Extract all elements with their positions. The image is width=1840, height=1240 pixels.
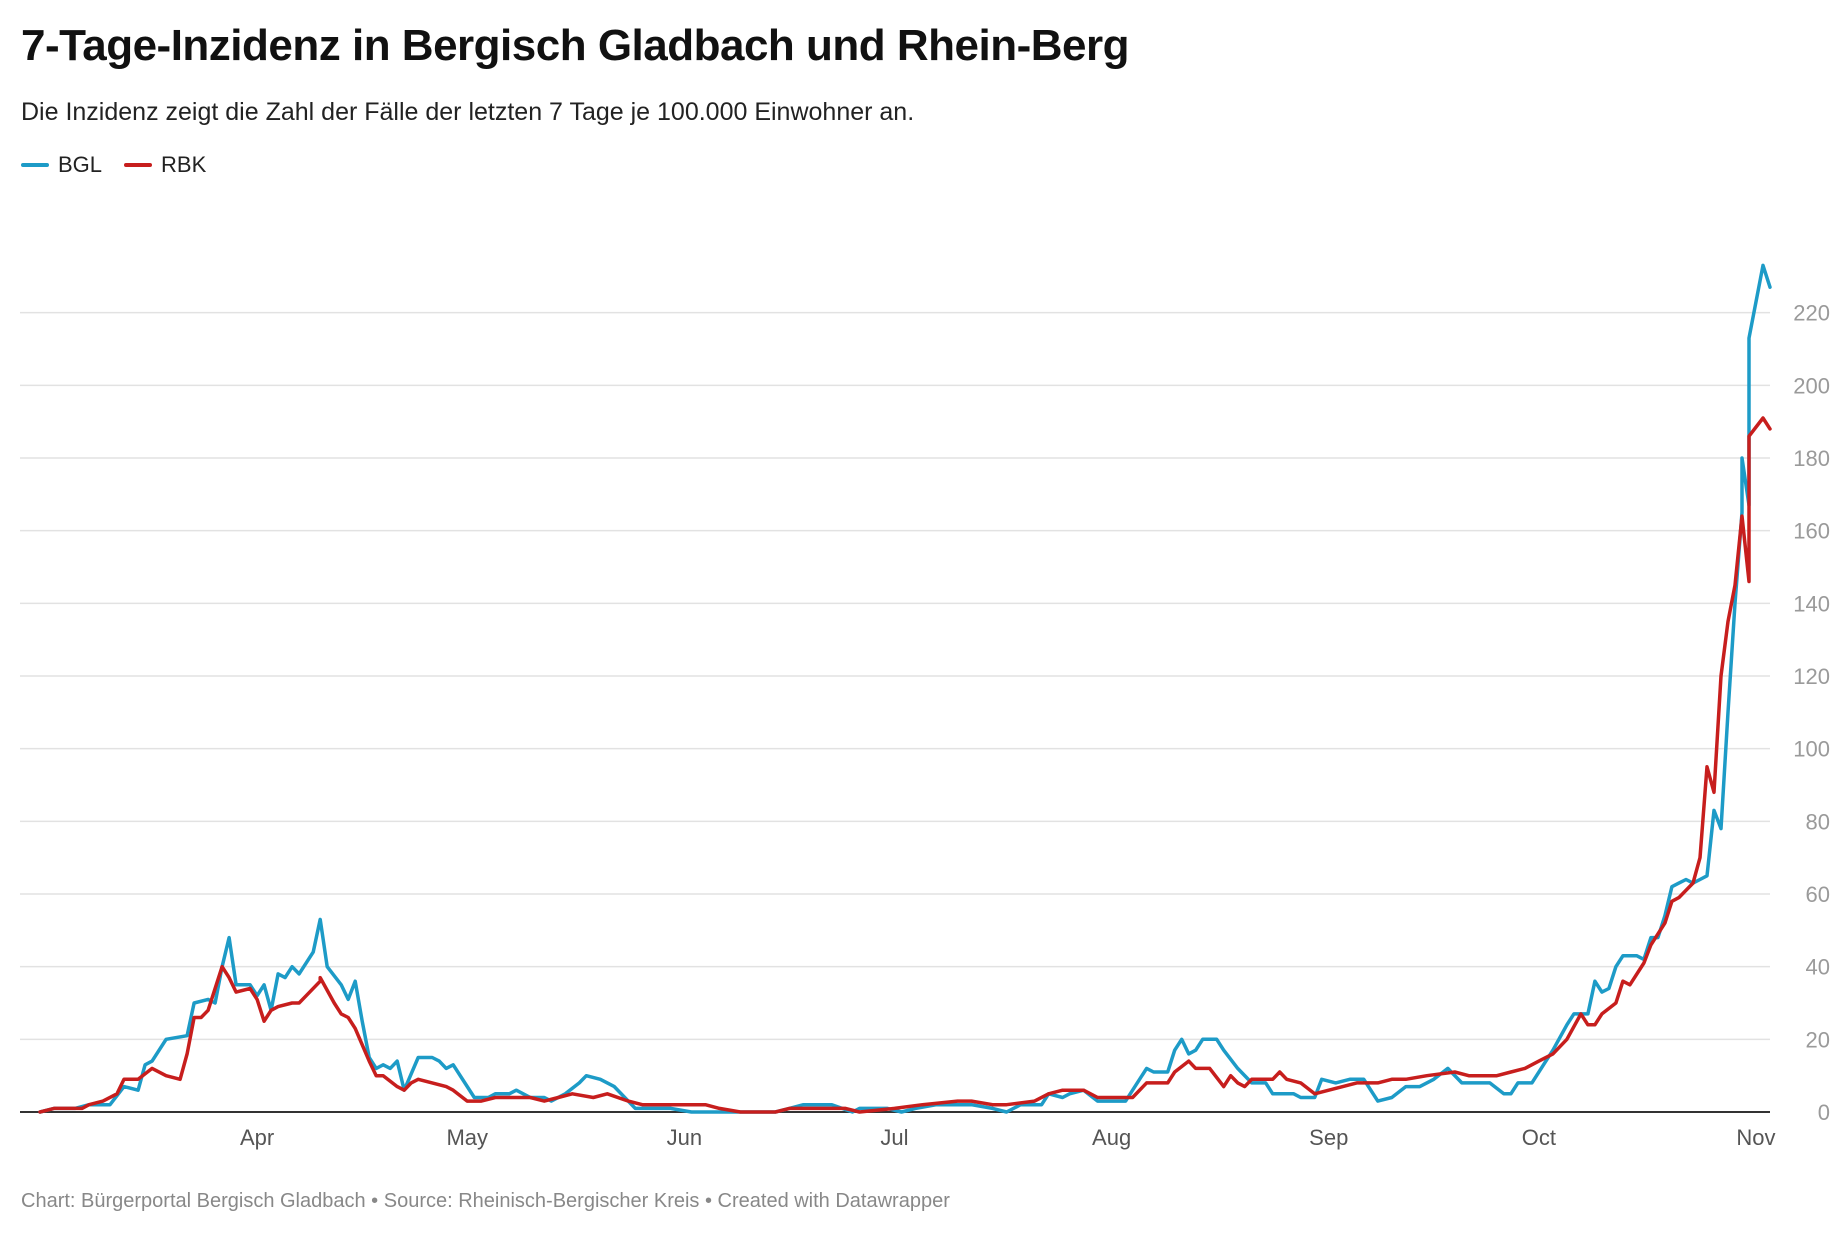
y-tick-label-20: 20 xyxy=(1806,1027,1830,1052)
x-tick-label-jun: Jun xyxy=(667,1125,702,1150)
chart-footer: Chart: Bürgerportal Bergisch Gladbach • … xyxy=(21,1190,950,1212)
legend-swatch-bgl xyxy=(21,163,49,167)
x-tick-label-nov: Nov xyxy=(1736,1125,1775,1150)
y-tick-label-80: 80 xyxy=(1806,809,1830,834)
x-tick-label-may: May xyxy=(446,1125,488,1150)
x-tick-label-sep: Sep xyxy=(1309,1125,1348,1150)
series-line-rbk xyxy=(38,416,1772,1114)
legend-swatch-rbk xyxy=(124,163,153,167)
legend-label-bgl: BGL xyxy=(58,152,103,177)
legend-item-bgl: BGL xyxy=(21,152,102,178)
chart-legend: BGL RBK xyxy=(21,152,206,178)
y-tick-label-140: 140 xyxy=(1793,591,1830,616)
y-tick-label-180: 180 xyxy=(1793,446,1830,471)
chart-header: 7-Tage-Inzidenz in Bergisch Gladbach und… xyxy=(21,18,1800,129)
y-tick-label-0: 0 xyxy=(1818,1100,1830,1125)
x-tick-label-aug: Aug xyxy=(1092,1125,1131,1150)
chart-subtitle: Die Inzidenz zeigt die Zahl der Fälle de… xyxy=(21,98,915,126)
x-tick-label-apr: Apr xyxy=(240,1125,274,1150)
y-tick-label-40: 40 xyxy=(1806,955,1830,980)
y-tick-label-220: 220 xyxy=(1793,301,1830,326)
x-tick-label-oct: Oct xyxy=(1522,1125,1556,1150)
y-tick-label-200: 200 xyxy=(1793,373,1830,398)
legend-item-rbk: RBK xyxy=(124,152,206,178)
chart-title: 7-Tage-Inzidenz in Bergisch Gladbach und… xyxy=(21,21,1130,70)
y-tick-label-160: 160 xyxy=(1793,519,1830,544)
series-line-bgl xyxy=(38,263,1772,1114)
y-tick-label-120: 120 xyxy=(1793,664,1830,689)
y-tick-label-100: 100 xyxy=(1793,737,1830,762)
x-tick-label-jul: Jul xyxy=(880,1125,908,1150)
y-tick-label-60: 60 xyxy=(1806,882,1830,907)
legend-label-rbk: RBK xyxy=(161,152,207,177)
